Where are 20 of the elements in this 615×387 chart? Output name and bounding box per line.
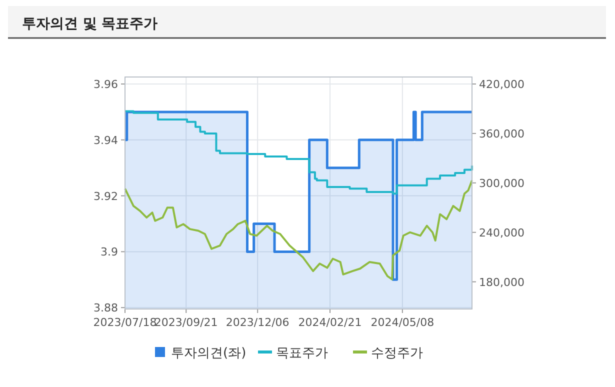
y-tick-label: 3.88	[94, 302, 118, 315]
legend-label: 투자의견(좌)	[171, 346, 246, 361]
legend-label: 수정주가	[371, 346, 423, 361]
line-series	[124, 179, 473, 280]
x-tick-label: 2023/07/18	[93, 316, 157, 329]
y2-tick-label: 420,000	[479, 78, 524, 92]
x-tick-label: 2024/05/08	[370, 316, 434, 329]
y2-tick-label: 240,000	[479, 226, 524, 240]
x-tick-label: 2023/12/06	[226, 316, 290, 329]
y-tick-label: 3.9	[100, 246, 118, 259]
y2-tick-label: 300,000	[479, 176, 524, 190]
legend-label: 목표주가	[276, 346, 328, 361]
y-tick-label: 3.94	[94, 134, 118, 147]
x-tick-label: 2023/09/21	[154, 316, 218, 329]
x-tick-label: 2024/02/21	[298, 316, 362, 329]
chart-title: 투자의견 및 목표주가	[22, 16, 158, 32]
y-tick-label: 3.92	[94, 190, 118, 203]
y-tick-label: 3.96	[94, 78, 118, 91]
y2-tick-label: 360,000	[479, 127, 524, 140]
y2-tick-label: 180,000	[479, 276, 524, 289]
